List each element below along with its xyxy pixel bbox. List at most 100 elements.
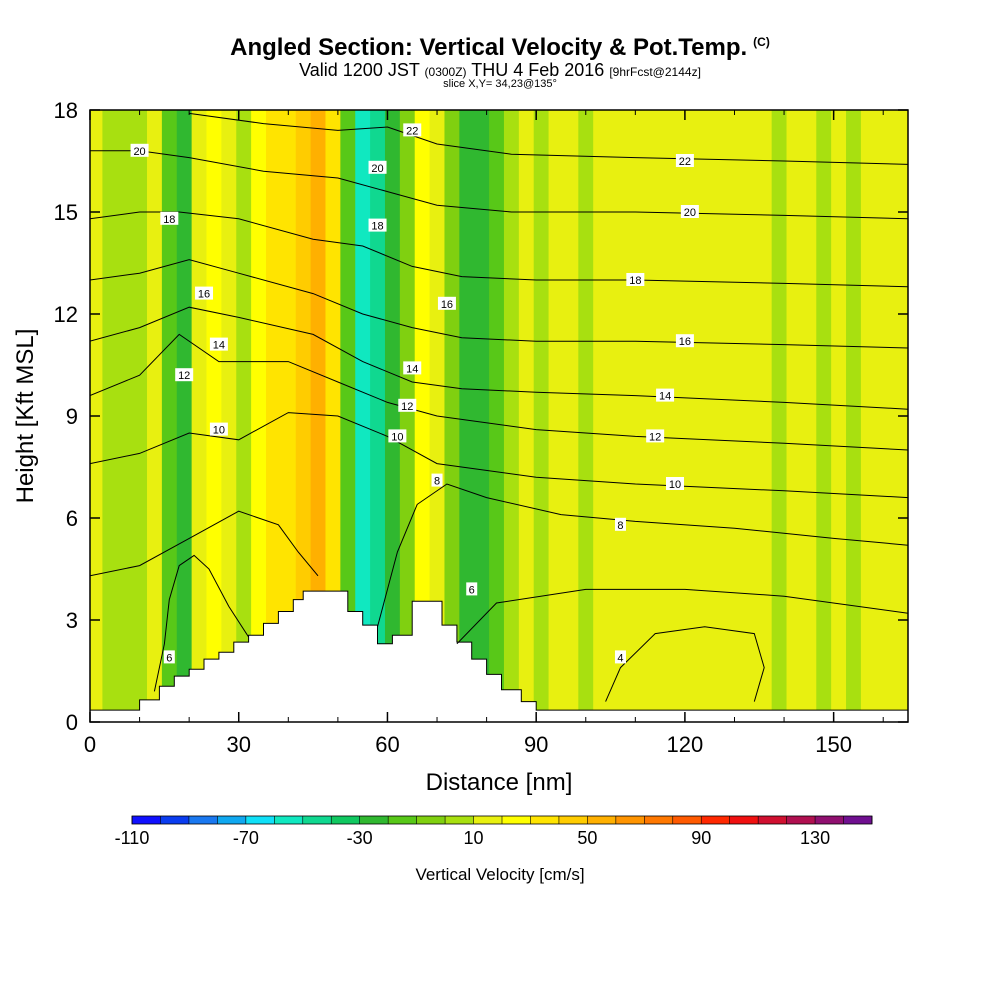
contour-label: 10	[391, 431, 403, 443]
velocity-column	[414, 110, 431, 722]
colorbar-swatch	[615, 816, 645, 824]
y-tick-label: 12	[54, 302, 78, 327]
contour-label-bg	[675, 334, 694, 348]
theta-contour	[153, 554, 250, 692]
theta-contour	[605, 626, 765, 702]
velocity-column	[265, 110, 282, 722]
colorbar-swatch	[217, 816, 247, 824]
colorbar-swatch	[701, 816, 730, 824]
velocity-column	[831, 110, 847, 722]
velocity-column	[548, 110, 565, 722]
contour-label: 22	[406, 125, 418, 137]
contour-label-bg	[403, 123, 422, 137]
contour-label-bg	[431, 473, 443, 487]
colorbar: -110 -70 -30 10 50 90 130	[115, 815, 873, 848]
colorbar-label: -110	[115, 828, 150, 848]
velocity-column	[652, 110, 669, 722]
contour-label: 16	[198, 289, 210, 301]
contour-label: 12	[178, 370, 190, 382]
x-tick-label: 60	[375, 732, 399, 757]
contour-label: 14	[406, 363, 418, 375]
velocity-column	[176, 110, 193, 722]
velocity-column	[474, 110, 490, 722]
velocity-column	[578, 110, 594, 722]
colorbar-swatch	[843, 816, 873, 824]
theta-contour	[90, 510, 319, 577]
velocity-column	[846, 110, 862, 722]
contour-label-bg	[675, 154, 694, 167]
contour-label: 18	[629, 275, 641, 287]
theta-contour	[189, 112, 908, 165]
contour-label-bg	[680, 205, 699, 218]
velocity-column	[741, 110, 758, 722]
y-tick-label: 3	[66, 608, 78, 633]
colorbar-swatch	[188, 816, 218, 824]
contour-label-bg	[466, 582, 478, 596]
velocity-column	[771, 110, 788, 722]
y-tick-label: 0	[66, 710, 78, 735]
contour-label: 14	[213, 340, 225, 352]
theta-contour	[377, 483, 908, 627]
contour-label-bg	[614, 517, 626, 531]
contour-label: 6	[469, 584, 475, 596]
velocity-column	[221, 110, 237, 722]
colorbar-swatch	[416, 816, 446, 824]
slice-info: slice X,Y= 34,23@135°	[443, 78, 557, 90]
velocity-column	[191, 110, 208, 722]
contour-label-bg	[175, 368, 194, 382]
velocity-column	[860, 110, 877, 722]
velocity-column	[697, 110, 713, 722]
colorbar-swatch	[331, 816, 360, 824]
contour-label: 12	[649, 431, 661, 443]
contour-label: 20	[371, 163, 383, 175]
contour-label-bg	[646, 429, 665, 443]
colorbar-swatch	[302, 816, 332, 824]
velocity-column	[756, 110, 773, 722]
colorbar-title: Vertical Velocity [cm/s]	[415, 865, 584, 884]
velocity-column	[890, 110, 904, 722]
colorbar-swatch	[530, 816, 560, 824]
velocity-column	[236, 110, 252, 722]
colorbar-swatch	[502, 816, 531, 824]
colorbar-swatch	[388, 816, 417, 824]
chart-title: Angled Section: Vertical Velocity & Pot.…	[230, 34, 770, 61]
contour-label: 14	[659, 391, 671, 403]
terrain-profile	[90, 590, 908, 722]
velocity-column	[280, 110, 297, 722]
velocity-column	[489, 110, 505, 722]
y-axis-ticks: 0 3 6 9 12 15 18	[54, 98, 908, 735]
y-tick-label: 15	[54, 200, 78, 225]
contour-label: 10	[669, 479, 681, 491]
contour-label-bg	[388, 429, 407, 443]
colorbar-label: 10	[464, 828, 484, 848]
x-tick-label: 0	[84, 732, 96, 757]
velocity-column	[786, 110, 803, 722]
contour-label-bg	[209, 422, 228, 436]
velocity-column	[518, 110, 535, 722]
contour-label-bg	[656, 388, 675, 402]
velocity-column	[533, 110, 550, 722]
colorbar-label: 50	[577, 828, 597, 848]
velocity-column	[102, 110, 128, 722]
x-axis-title: Distance [nm]	[426, 769, 573, 796]
velocity-column	[251, 110, 267, 722]
velocity-column	[667, 110, 684, 722]
contour-label: 18	[163, 214, 175, 226]
colorbar-swatch	[274, 816, 304, 824]
colorbar-swatch	[758, 816, 787, 824]
colorbar-swatch	[245, 816, 275, 824]
velocity-column	[608, 110, 624, 722]
colorbar-label: -70	[233, 828, 259, 848]
velocity-column	[384, 110, 401, 722]
contour-label: 16	[441, 299, 453, 311]
contour-label: 6	[166, 652, 172, 664]
contour-label-bg	[665, 477, 684, 490]
velocity-column	[682, 110, 698, 722]
velocity-field	[90, 110, 908, 722]
contour-label: 8	[434, 476, 440, 488]
velocity-column	[295, 110, 312, 722]
contour-label: 20	[133, 146, 145, 158]
velocity-column	[370, 110, 386, 722]
velocity-column	[801, 110, 817, 722]
